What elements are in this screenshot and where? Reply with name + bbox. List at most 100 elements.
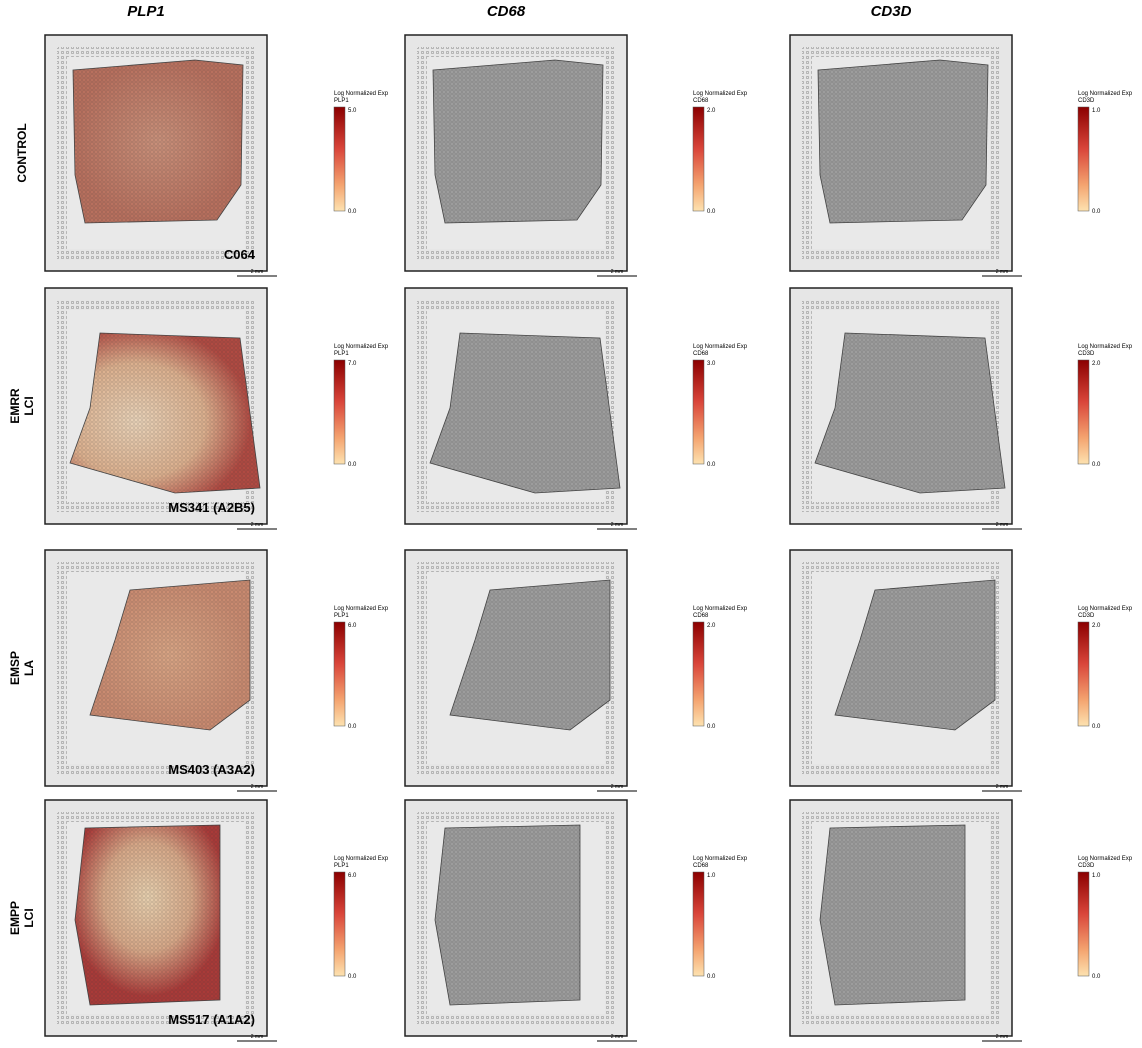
colorbar [693,872,704,976]
tissue-spots [430,333,620,493]
legend-gene: CD68 [693,613,709,619]
sample-label: MS403 (A3A2) [168,762,255,777]
scale-label: 2 mm [611,1034,624,1040]
row-label-line: LA [22,660,36,676]
tissue-spots [70,333,260,493]
colorbar-max: 5.0 [348,108,357,114]
row-label-line: EMPP [8,901,22,935]
sample-label: MS517 (A1A2) [168,1012,255,1027]
figure: PLP1 CD68 CD3D CONTROL 2 mm C064 Log Normalize… [0,0,1142,1043]
colorbar-min: 0.0 [707,462,716,468]
colorbar [693,622,704,726]
column-header: CD3D [871,3,912,20]
tissue-spots [820,825,965,1005]
row-label-line: LCI [22,396,36,415]
colorbar-min: 0.0 [707,724,716,730]
colorbar [1078,872,1089,976]
colorbar-max: 2.0 [707,108,716,114]
legend-title: Log Normalized Exp [1078,91,1133,97]
legend-title: Log Normalized Exp [334,344,389,350]
scale-label: 2 mm [251,1034,264,1040]
colorbar-min: 0.0 [348,724,357,730]
legend-title: Log Normalized Exp [693,606,748,612]
row-label-line: EMRR [8,388,22,424]
tissue-spots [435,825,580,1005]
legend-title: Log Normalized Exp [693,344,748,350]
colorbar [1078,107,1089,211]
legend-title: Log Normalized Exp [1078,606,1133,612]
legend-gene: CD3D [1078,613,1095,619]
tissue-spots [433,60,603,223]
colorbar [334,107,345,211]
colorbar [334,622,345,726]
colorbar [334,872,345,976]
colorbar-min: 0.0 [348,974,357,980]
colorbar-min: 0.0 [348,462,357,468]
legend-title: Log Normalized Exp [1078,856,1133,862]
legend-gene: CD3D [1078,98,1095,104]
colorbar [1078,360,1089,464]
colorbar-max: 1.0 [707,873,716,879]
scale-label: 2 mm [251,269,264,275]
tissue-spots [73,60,243,223]
scale-label: 2 mm [996,1034,1009,1040]
scale-label: 2 mm [611,522,624,528]
legend-gene: PLP1 [334,98,349,104]
colorbar-min: 0.0 [707,974,716,980]
colorbar-min: 0.0 [1092,209,1101,215]
legend-title: Log Normalized Exp [334,91,389,97]
colorbar-min: 0.0 [707,209,716,215]
scale-label: 2 mm [996,522,1009,528]
legend-gene: PLP1 [334,863,349,869]
colorbar [1078,622,1089,726]
sample-label: C064 [224,247,256,262]
colorbar-min: 0.0 [1092,724,1101,730]
colorbar-max: 6.0 [348,873,357,879]
tissue-spots [818,60,988,223]
row-label-line: LCI [22,908,36,927]
colorbar-max: 2.0 [1092,361,1101,367]
column-header: PLP1 [127,3,165,20]
legend-title: Log Normalized Exp [693,91,748,97]
column-header: CD68 [487,3,526,20]
legend-title: Log Normalized Exp [693,856,748,862]
legend-gene: CD68 [693,863,709,869]
colorbar-max: 1.0 [1092,108,1101,114]
colorbar-min: 0.0 [348,209,357,215]
legend-gene: PLP1 [334,351,349,357]
colorbar-max: 6.0 [348,623,357,629]
colorbar-max: 1.0 [1092,873,1101,879]
colorbar-min: 0.0 [1092,974,1101,980]
colorbar [693,360,704,464]
sample-label: MS341 (A2B5) [168,500,255,515]
legend-title: Log Normalized Exp [334,606,389,612]
page: {"columns": ["PLP1", "CD68", "CD3D"], "r… [0,0,1142,1043]
row-label: CONTROL [15,123,29,182]
legend-gene: PLP1 [334,613,349,619]
legend-title: Log Normalized Exp [1078,344,1133,350]
legend-gene: CD3D [1078,863,1095,869]
legend-gene: CD68 [693,98,709,104]
scale-label: 2 mm [611,784,624,790]
colorbar-max: 2.0 [1092,623,1101,629]
colorbar-max: 3.0 [707,361,716,367]
legend-gene: CD3D [1078,351,1095,357]
colorbar-max: 7.0 [348,361,357,367]
legend-title: Log Normalized Exp [334,856,389,862]
scale-label: 2 mm [996,269,1009,275]
colorbar-max: 2.0 [707,623,716,629]
tissue-spots [815,333,1005,493]
tissue-spots [75,825,220,1005]
row-label-line: EMSP [8,651,22,685]
colorbar [334,360,345,464]
scale-label: 2 mm [996,784,1009,790]
colorbar-min: 0.0 [1092,462,1101,468]
row-label-line: CONTROL [15,123,29,182]
colorbar [693,107,704,211]
legend-gene: CD68 [693,351,709,357]
scale-label: 2 mm [251,522,264,528]
scale-label: 2 mm [251,784,264,790]
